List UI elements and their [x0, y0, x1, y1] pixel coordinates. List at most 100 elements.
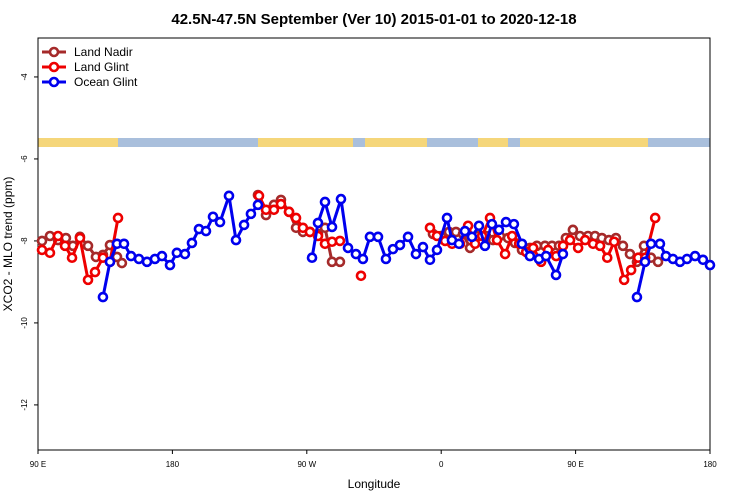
data-point — [156, 250, 168, 262]
data-point — [466, 231, 478, 243]
data-point — [283, 206, 295, 218]
data-point — [410, 248, 422, 260]
data-point — [342, 242, 354, 254]
data-point — [230, 234, 242, 246]
data-point — [624, 248, 636, 260]
data-point — [334, 256, 346, 268]
data-point — [334, 235, 346, 247]
data-point — [649, 212, 661, 224]
data-point — [290, 212, 302, 224]
data-point — [252, 199, 264, 211]
data-point — [214, 216, 226, 228]
chart-title: 42.5N-47.5N September (Ver 10) 2015-01-0… — [171, 11, 576, 28]
data-point — [171, 247, 183, 259]
x-tick-label: 90 W — [297, 460, 316, 469]
data-point — [493, 224, 505, 236]
data-point — [572, 242, 584, 254]
data-point — [645, 238, 657, 250]
data-point — [380, 253, 392, 265]
data-point — [594, 240, 606, 252]
data-point — [350, 248, 362, 260]
x-tick-label: 180 — [166, 460, 180, 469]
series-line — [635, 242, 711, 298]
data-point — [357, 253, 369, 265]
data-point — [116, 257, 128, 269]
data-point — [639, 256, 651, 268]
data-point — [207, 211, 219, 223]
data-point — [326, 221, 338, 233]
data-point — [44, 247, 56, 259]
data-point — [253, 190, 265, 202]
data-point — [36, 235, 48, 247]
legend-marker — [48, 76, 60, 88]
data-point — [453, 238, 465, 250]
data-point — [579, 234, 591, 246]
data-point — [486, 218, 498, 230]
data-point — [557, 248, 569, 260]
data-point — [355, 270, 367, 282]
legend-label: Land Glint — [74, 60, 129, 74]
y-tick-label: -4 — [20, 73, 29, 81]
data-point — [618, 274, 630, 286]
data-point — [238, 219, 250, 231]
data-point — [567, 224, 579, 236]
data-point — [424, 222, 436, 234]
x-tick-label: 180 — [703, 460, 717, 469]
data-point — [441, 212, 453, 224]
data-point — [550, 269, 562, 281]
x-tick-label: 0 — [439, 460, 444, 469]
y-tick-label: -10 — [20, 317, 29, 329]
data-point — [372, 231, 384, 243]
legend-marker — [48, 61, 60, 73]
legend-marker — [48, 46, 60, 58]
data-point — [74, 232, 86, 244]
data-point — [617, 240, 629, 252]
data-point — [608, 236, 620, 248]
data-point — [118, 238, 130, 250]
data-point — [431, 244, 443, 256]
data-point — [394, 239, 406, 251]
data-point — [52, 230, 64, 242]
data-point — [524, 250, 536, 262]
data-point — [89, 266, 101, 278]
data-point — [654, 238, 666, 250]
data-point — [689, 250, 701, 262]
data-point — [697, 254, 709, 266]
data-point — [306, 252, 318, 264]
data-point — [245, 208, 257, 220]
data-point — [540, 250, 552, 262]
data-point — [112, 212, 124, 224]
data-point — [223, 190, 235, 202]
data-point — [516, 238, 528, 250]
data-point — [499, 248, 511, 260]
data-point — [335, 193, 347, 205]
data-point — [601, 252, 613, 264]
data-point — [506, 230, 518, 242]
y-tick-label: -12 — [20, 399, 29, 411]
map-strip — [38, 138, 710, 147]
y-axis-label: XCO2 - MLO trend (ppm) — [1, 177, 15, 312]
x-tick-label: 90 E — [567, 460, 583, 469]
data-point — [704, 259, 716, 271]
data-point — [82, 274, 94, 286]
data-point — [275, 198, 287, 210]
data-point — [652, 256, 664, 268]
data-point — [104, 256, 116, 268]
data-point — [479, 240, 491, 252]
data-point — [402, 231, 414, 243]
data-point — [491, 234, 503, 246]
data-point — [82, 240, 94, 252]
data-point — [625, 264, 637, 276]
data-point — [200, 225, 212, 237]
data-point — [508, 218, 520, 230]
x-axis-label: Longitude — [348, 477, 401, 491]
data-point — [527, 242, 539, 254]
data-point — [164, 259, 176, 271]
data-point — [319, 196, 331, 208]
data-point — [417, 241, 429, 253]
legend-label: Ocean Glint — [74, 75, 138, 89]
data-point — [564, 234, 576, 246]
data-point — [312, 217, 324, 229]
